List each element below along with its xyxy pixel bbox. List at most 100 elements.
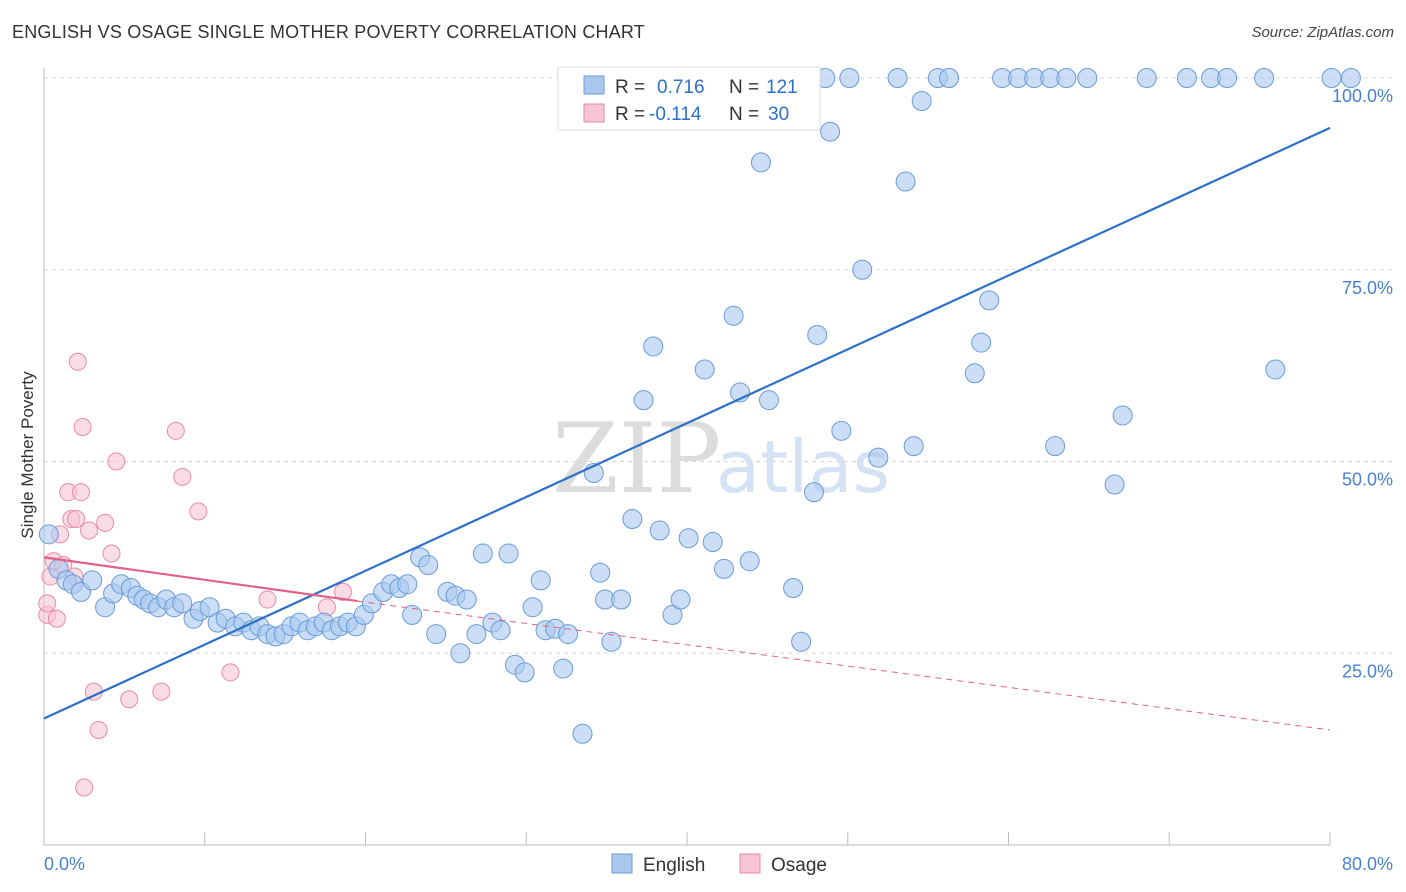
y-tick-label: 25.0% — [1342, 661, 1393, 681]
osage-point — [107, 452, 126, 471]
series-legend-swatch-english — [611, 853, 633, 874]
english-point — [82, 570, 103, 591]
english-point — [723, 305, 744, 326]
english-point — [402, 604, 423, 625]
english-point — [633, 390, 654, 411]
english-point — [694, 359, 715, 380]
english-point — [979, 290, 1000, 311]
english-point — [611, 589, 632, 610]
osage-point — [166, 421, 185, 440]
english-point — [791, 631, 812, 652]
english-point — [558, 624, 579, 645]
english-point — [678, 528, 699, 549]
x-tick-label-min: 0.0% — [44, 854, 85, 874]
legend-r-label-english: R = — [615, 77, 645, 98]
english-point — [887, 68, 908, 88]
osage-point — [67, 510, 86, 529]
english-point — [852, 259, 873, 280]
osage-point — [333, 582, 352, 601]
english-point — [783, 578, 804, 599]
legend-r-value-english: 0.716 — [657, 77, 705, 98]
english-point — [643, 336, 664, 357]
english-point — [702, 532, 723, 553]
correlation-legend: R = 0.716 N = 121 R = -0.114 N = 30 — [557, 66, 821, 131]
english-point — [490, 620, 511, 641]
osage-point — [38, 594, 57, 613]
watermark-zip: ZIP — [552, 403, 721, 515]
osage-point — [96, 513, 115, 532]
osage-point — [152, 682, 171, 701]
english-point — [839, 68, 860, 88]
osage-point — [75, 778, 94, 797]
english-point — [530, 570, 551, 591]
english-point — [590, 562, 611, 583]
english-point — [1112, 405, 1133, 426]
legend-swatch-osage — [583, 103, 605, 123]
chart-source: Source: ZipAtlas.com — [1251, 24, 1394, 41]
osage-trendline — [43, 556, 358, 603]
english-point — [1265, 359, 1286, 380]
english-point — [1176, 68, 1197, 88]
english-point — [553, 658, 574, 679]
legend-swatch-english — [583, 75, 605, 95]
english-point — [426, 624, 447, 645]
english-point — [911, 91, 932, 112]
english-point — [670, 589, 691, 610]
english-point — [1077, 68, 1098, 88]
english-point — [456, 589, 477, 610]
english-point — [649, 520, 670, 541]
legend-n-value-osage: 30 — [768, 104, 789, 125]
osage-point — [71, 483, 90, 502]
english-point — [397, 574, 418, 595]
legend-n-label-english: N = — [729, 77, 759, 98]
series-legend-label-english: English — [643, 855, 705, 876]
y-axis-title: Single Mother Poverty — [18, 371, 37, 539]
y-tick-label: 100.0% — [1332, 86, 1393, 106]
english-point — [1104, 474, 1125, 495]
osage-point — [68, 352, 87, 371]
osage-point — [89, 720, 108, 739]
english-point — [820, 121, 841, 142]
english-point — [1217, 68, 1238, 88]
legend-r-label-osage: R = — [615, 104, 645, 125]
osage-trendline-extension — [357, 600, 1331, 731]
english-point — [739, 551, 760, 572]
y-tick-label: 75.0% — [1342, 278, 1393, 298]
english-point — [622, 509, 643, 530]
english-point — [750, 152, 771, 173]
english-point — [172, 593, 193, 614]
english-point — [868, 447, 889, 468]
english-point — [472, 543, 493, 564]
english-point — [1340, 68, 1361, 88]
series-legend-swatch-osage — [739, 853, 761, 874]
english-point — [895, 171, 916, 192]
english-point — [939, 68, 960, 88]
chart-title: ENGLISH VS OSAGE SINGLE MOTHER POVERTY C… — [12, 22, 645, 42]
english-point — [522, 597, 543, 618]
osage-point — [173, 467, 192, 486]
osage-point — [102, 544, 121, 563]
legend-n-value-english: 121 — [766, 77, 798, 98]
legend-r-value-osage: -0.114 — [649, 104, 702, 125]
english-point — [38, 524, 59, 545]
english-point — [514, 662, 535, 683]
x-tick-marks — [43, 832, 1331, 845]
english-point — [964, 363, 985, 384]
osage-point — [73, 417, 92, 436]
english-point — [498, 543, 519, 564]
english-point — [1136, 68, 1157, 88]
x-tick-label-max: 80.0% — [1342, 854, 1393, 874]
english-point — [450, 643, 471, 664]
english-point — [971, 332, 992, 353]
osage-point — [258, 590, 277, 609]
english-point — [758, 390, 779, 411]
osage-point — [221, 663, 240, 682]
english-point — [903, 436, 924, 457]
english-point — [1045, 436, 1066, 457]
watermark-atlas: atlas — [716, 425, 890, 509]
english-point — [466, 624, 487, 645]
english-point — [572, 723, 593, 744]
series-legend: English Osage — [611, 853, 827, 876]
english-point — [418, 555, 439, 576]
